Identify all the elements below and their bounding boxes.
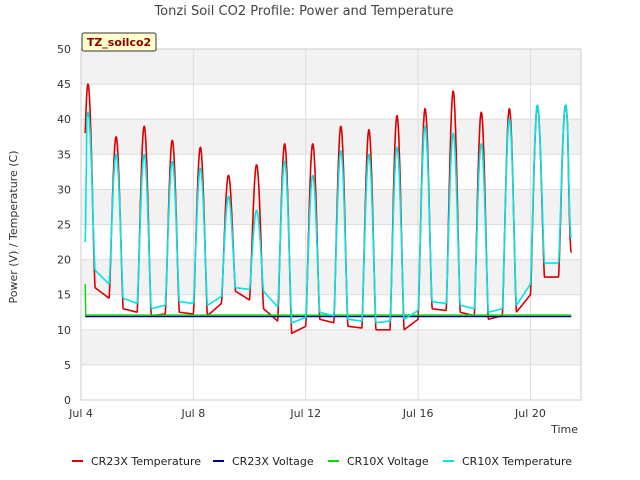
series-line-cr10x-temperature [84,104,572,324]
y-tick-label: 50 [57,43,71,56]
x-axis-ticks: Jul 4 Jul 8 Jul 12 Jul 16 Jul 20 [68,407,546,420]
grid-lines [80,48,582,401]
y-axis-ticks: 0 5 10 15 20 25 30 35 40 45 50 [57,43,71,407]
legend: CR23X Temperature CR23X Voltage CR10X Volt… [72,455,572,468]
badge-label: TZ_soilco2 [87,36,151,49]
y-tick-label: 40 [57,113,71,126]
plot-band [81,259,581,295]
plot-band [81,329,581,365]
chart-title: Tonzi Soil CO2 Profile: Power and Temper… [153,4,453,19]
y-tick-label: 5 [64,359,71,372]
x-tick-label: Jul 16 [402,407,434,420]
series-layer [84,83,572,335]
y-tick-label: 30 [57,183,71,196]
legend-label: CR23X Temperature [91,455,201,468]
y-tick-label: 10 [57,324,71,337]
plot-band [81,49,581,85]
y-tick-label: 35 [57,148,71,161]
x-tick-label: Jul 12 [289,407,321,420]
x-tick-label: Jul 20 [514,407,546,420]
y-tick-label: 45 [57,78,71,91]
y-tick-label: 15 [57,289,71,302]
y-tick-label: 0 [64,394,71,407]
legend-label: CR10X Voltage [347,455,429,468]
x-axis-label: Time [550,423,578,436]
plot-band [81,189,581,225]
y-tick-label: 20 [57,254,71,267]
y-tick-label: 25 [57,219,71,232]
legend-label: CR23X Voltage [232,455,314,468]
plot-band [81,119,581,155]
y-axis-label: Power (V) / Temperature (C) [7,150,20,303]
legend-label: CR10X Temperature [462,455,572,468]
x-tick-label: Jul 8 [180,407,205,420]
x-tick-label: Jul 4 [68,407,93,420]
plot-border [80,48,582,401]
badge-box [81,32,157,52]
dataset-badge: TZ_soilco2 [81,32,157,52]
